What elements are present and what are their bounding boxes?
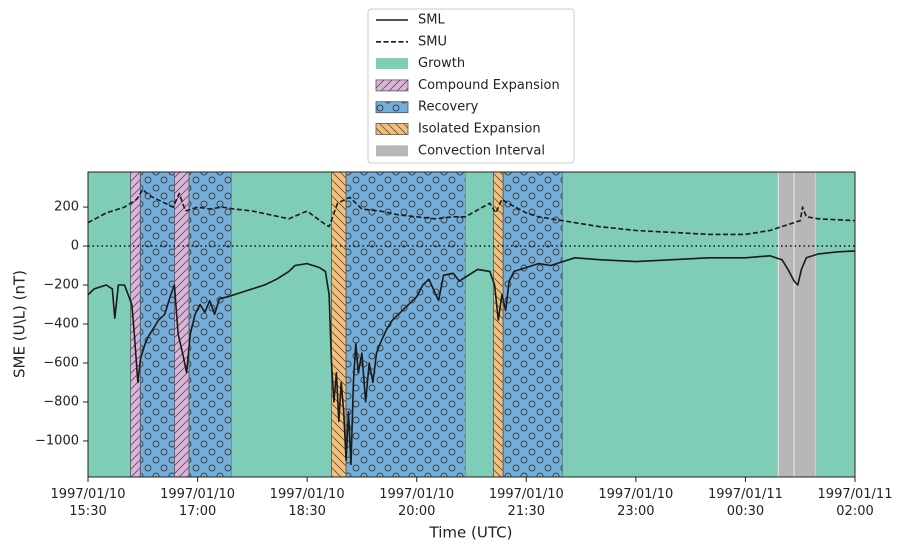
interval [816,172,855,477]
interval [88,172,131,477]
y-tick-label: −1000 [35,433,79,448]
interval [562,172,779,477]
legend-swatch [376,145,408,157]
legend-hatch [376,79,408,91]
legend-label: SML [418,13,445,28]
x-tick-label: 1997/01/10 23:00 [598,487,673,519]
legend-hatch [376,101,408,113]
interval [231,172,332,477]
x-tick-label: 1997/01/11 02:00 [818,487,893,519]
legend-label: Convection Interval [418,143,545,158]
x-tick-label: 1997/01/10 17:00 [160,487,235,519]
y-tick-label: −600 [43,355,79,370]
y-tick-label: −800 [43,394,79,409]
legend-swatch [376,58,408,70]
x-axis-label: Time (UTC) [429,524,513,542]
x-tick-label: 1997/01/10 21:30 [489,487,564,519]
y-tick-label: −400 [43,317,79,332]
legend-label: Recovery [418,100,479,115]
legend-label: SMU [418,34,447,49]
y-axis-label: SME (U\L) (nT) [11,270,29,378]
x-tick-label: 1997/01/10 20:00 [379,487,454,519]
interval-hatch [130,172,141,477]
legend-label: Compound Expansion [418,78,560,93]
interval-hatch [189,172,232,477]
legend-label: Growth [418,56,465,71]
interval-hatch [346,172,466,477]
x-tick-label: 1997/01/10 15:30 [51,487,126,519]
y-tick-label: 200 [54,200,79,215]
y-tick-label: 0 [71,239,79,254]
y-tick-label: −200 [43,278,79,293]
legend-box [367,8,575,164]
plot-area [87,171,856,478]
interval-hatch [493,172,504,477]
line-sml [87,250,856,466]
legend: SML SMU Growth Compound Expansion Recovery Is… [367,8,575,164]
interval [777,171,795,478]
x-tick-label: 1997/01/11 00:30 [708,487,783,519]
x-tick-label: 1997/01/10 18:30 [270,487,345,519]
interval [465,172,494,477]
legend-hatch [376,123,408,135]
legend-label: Isolated Expansion [418,122,541,137]
interval-hatch [503,172,563,477]
interval-hatch [174,172,190,477]
line-smu [87,188,856,236]
interval-hatch [140,172,175,477]
